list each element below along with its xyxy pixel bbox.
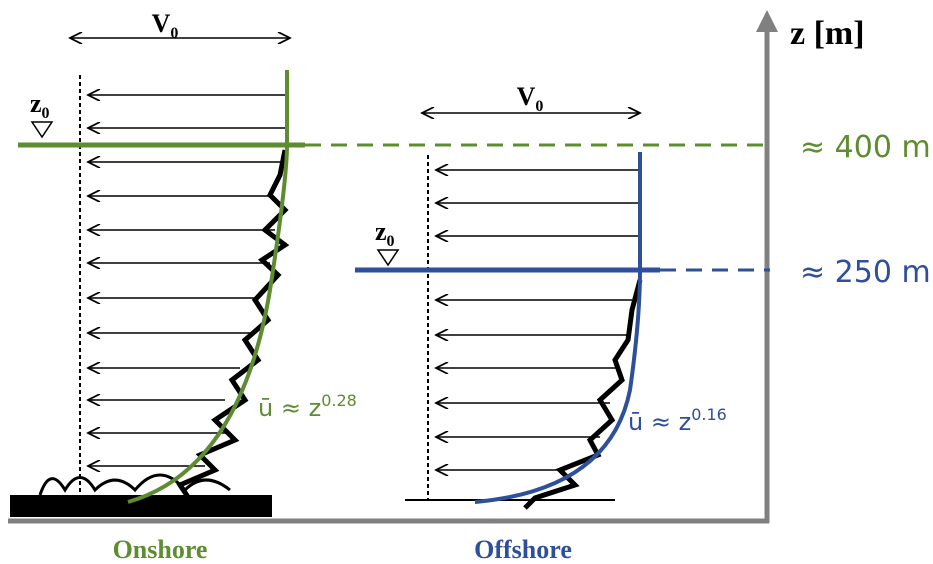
height-sub: 0 — [42, 105, 50, 122]
velocity-label: V0 — [152, 9, 179, 42]
velocity-sub: 0 — [535, 98, 543, 115]
law-exp: 0.16 — [691, 405, 727, 424]
z0-marker — [376, 249, 400, 267]
height-sub: 0 — [387, 233, 395, 250]
onshore-curve — [127, 144, 289, 504]
law-base: ū ≈ z — [258, 394, 321, 422]
height-label: z0 — [375, 217, 395, 250]
velocity-base: V — [152, 9, 171, 38]
panel-name: Onshore — [113, 535, 208, 564]
law-label: ū ≈ z0.28 — [258, 391, 357, 422]
law-exp: 0.28 — [321, 391, 357, 410]
offshore-profile — [405, 155, 643, 510]
panel-name: Offshore — [474, 535, 572, 564]
height-base: z — [375, 217, 387, 246]
axis-arrow — [756, 10, 778, 32]
axis-label: z [m] — [790, 15, 865, 52]
velocity-base: V — [517, 82, 536, 111]
law-label: ū ≈ z0.16 — [628, 405, 727, 436]
z0-marker — [30, 121, 54, 139]
height-base: z — [30, 89, 42, 118]
law-base: ū ≈ z — [628, 408, 691, 436]
height-label: z0 — [30, 89, 50, 122]
offshore-curve — [474, 269, 642, 504]
level-label: ≈ 250 m — [800, 255, 931, 290]
velocity-label: V0 — [517, 82, 544, 115]
velocity-sub: 0 — [170, 25, 178, 42]
level-label: ≈ 400 m — [800, 130, 931, 165]
onshore-profile — [10, 75, 290, 517]
